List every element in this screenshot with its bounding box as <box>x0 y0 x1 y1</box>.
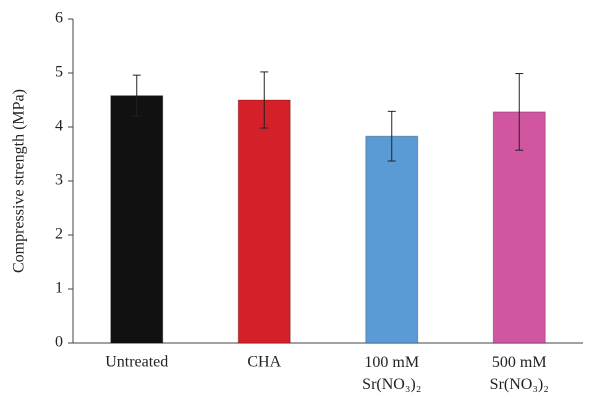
bar <box>110 95 164 344</box>
y-tick-label: 5 <box>55 64 63 81</box>
y-tick-label: 6 <box>55 10 63 27</box>
y-tick-label: 0 <box>55 334 63 351</box>
bar <box>237 99 291 344</box>
error-bar <box>132 74 141 117</box>
error-bar <box>260 71 269 129</box>
y-axis-label: Compressive strength (MPa) <box>11 89 28 273</box>
error-bar <box>387 110 396 162</box>
y-tick-label: 2 <box>55 226 63 243</box>
y-tick-label: 4 <box>55 118 63 135</box>
y-tick-label: 1 <box>55 280 63 297</box>
bar <box>365 135 419 344</box>
x-tick-label: CHA <box>247 354 281 371</box>
x-tick-label: Untreated <box>105 354 168 371</box>
y-tick-label: 3 <box>55 172 63 189</box>
error-bar <box>515 73 524 151</box>
x-tick-label: 500 mM Sr(NO₃)₂ <box>490 354 549 393</box>
x-tick-label: 100 mM Sr(NO₃)₂ <box>362 354 421 393</box>
